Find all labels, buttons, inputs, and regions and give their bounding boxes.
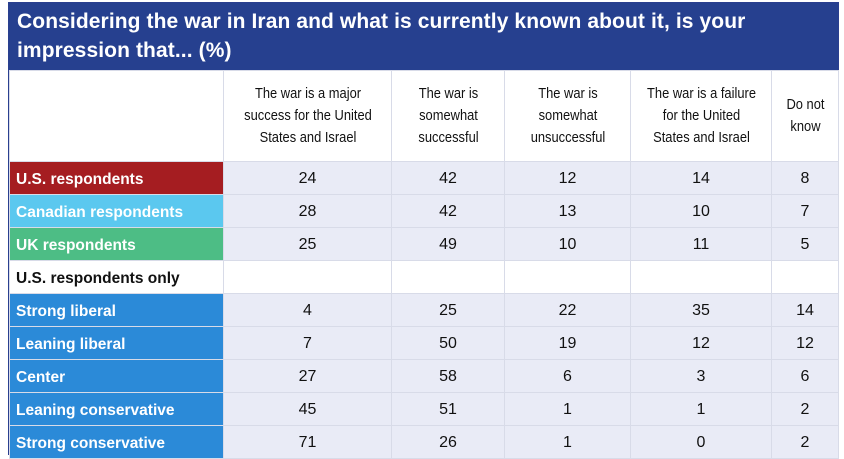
column-header: The war is somewhat unsuccessful <box>512 70 623 162</box>
row-label: Strong conservative <box>9 425 224 459</box>
value-cell: 1 <box>630 392 772 426</box>
value-cell: 4 <box>223 293 392 327</box>
value-cell: 14 <box>771 293 839 327</box>
value-cell: 7 <box>771 194 839 228</box>
value-cell: 11 <box>630 227 772 261</box>
row-label: UK respondents <box>9 227 224 261</box>
value-cell: 6 <box>771 359 839 393</box>
value-cell: 5 <box>771 227 839 261</box>
table-row: UK respondents 25 49 10 11 5 <box>9 227 839 261</box>
value-cell: 35 <box>630 293 772 327</box>
value-cell: 14 <box>630 161 772 195</box>
chart-title: Considering the war in Iran and what is … <box>9 3 838 70</box>
table-row: Strong conservative 71 26 1 0 2 <box>9 425 839 459</box>
value-cell: 49 <box>391 227 505 261</box>
value-cell: 50 <box>391 326 505 360</box>
value-cell: 51 <box>391 392 505 426</box>
section-cell <box>391 260 505 294</box>
value-cell: 24 <box>223 161 392 195</box>
value-cell: 27 <box>223 359 392 393</box>
value-cell: 1 <box>504 392 631 426</box>
table-row: Center 27 58 6 3 6 <box>9 359 839 393</box>
survey-table-panel: Considering the war in Iran and what is … <box>8 2 839 459</box>
table-row: Canadian respondents 28 42 13 10 7 <box>9 194 839 228</box>
table-row: Leaning conservative 45 51 1 1 2 <box>9 392 839 426</box>
value-cell: 58 <box>391 359 505 393</box>
value-cell: 13 <box>504 194 631 228</box>
value-cell: 12 <box>504 161 631 195</box>
row-label: Leaning liberal <box>9 326 224 360</box>
value-cell: 10 <box>504 227 631 261</box>
value-cell: 12 <box>630 326 772 360</box>
column-header: The war is somewhat successful <box>398 70 498 162</box>
table-body: U.S. respondents 24 42 12 14 8 Canadian respon… <box>9 161 839 459</box>
table-row: Leaning liberal 7 50 19 12 12 <box>9 326 839 360</box>
value-cell: 8 <box>771 161 839 195</box>
value-cell: 12 <box>771 326 839 360</box>
value-cell: 7 <box>223 326 392 360</box>
value-cell: 26 <box>391 425 505 459</box>
value-cell: 19 <box>504 326 631 360</box>
row-label: Center <box>9 359 224 393</box>
row-label: Canadian respondents <box>9 194 224 228</box>
section-cell <box>771 260 839 294</box>
row-label: Strong liberal <box>9 293 224 327</box>
row-label: Leaning conservative <box>9 392 224 426</box>
section-cell <box>504 260 631 294</box>
value-cell: 45 <box>223 392 392 426</box>
section-cell <box>630 260 772 294</box>
header-row: The war is a major success for the Unite… <box>9 70 839 162</box>
section-row: U.S. respondents only <box>9 260 839 294</box>
value-cell: 1 <box>504 425 631 459</box>
value-cell: 71 <box>223 425 392 459</box>
value-cell: 10 <box>630 194 772 228</box>
value-cell: 3 <box>630 359 772 393</box>
section-label: U.S. respondents only <box>9 260 224 294</box>
column-header: The war is a failure for the United Stat… <box>639 70 763 162</box>
value-cell: 0 <box>630 425 772 459</box>
table-row: U.S. respondents 24 42 12 14 8 <box>9 161 839 195</box>
value-cell: 42 <box>391 194 505 228</box>
header-corner <box>9 70 224 162</box>
value-cell: 42 <box>391 161 505 195</box>
value-cell: 2 <box>771 425 839 459</box>
column-header: The war is a major success for the Unite… <box>234 70 381 162</box>
section-cell <box>223 260 392 294</box>
table-row: Strong liberal 4 25 22 35 14 <box>9 293 839 327</box>
value-cell: 25 <box>223 227 392 261</box>
value-cell: 6 <box>504 359 631 393</box>
value-cell: 2 <box>771 392 839 426</box>
column-header: Do not know <box>775 70 835 162</box>
value-cell: 28 <box>223 194 392 228</box>
results-table: The war is a major success for the Unite… <box>9 70 839 459</box>
row-label: U.S. respondents <box>9 161 224 195</box>
value-cell: 25 <box>391 293 505 327</box>
value-cell: 22 <box>504 293 631 327</box>
